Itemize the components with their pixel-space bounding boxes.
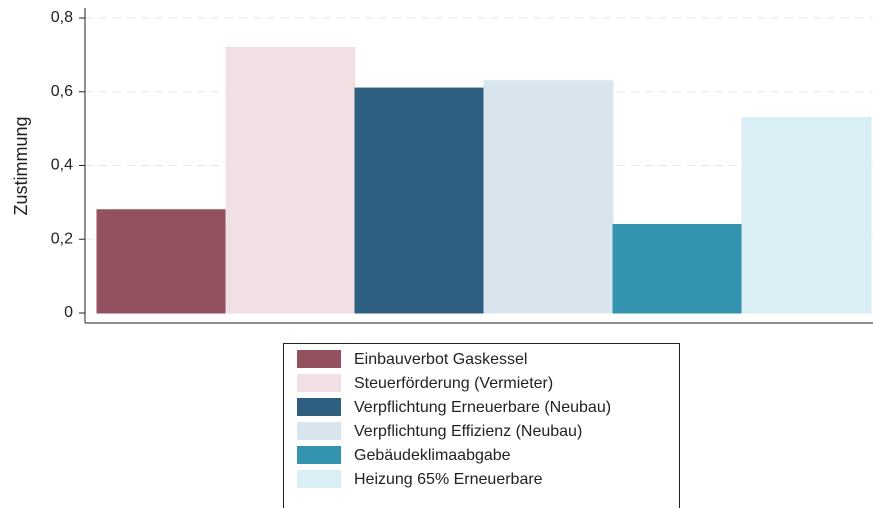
legend-label: Gebäudeklimaabgabe bbox=[354, 447, 511, 464]
bar bbox=[354, 87, 485, 314]
bar bbox=[612, 224, 743, 314]
legend-swatch bbox=[297, 398, 341, 416]
y-tick-label: 0 bbox=[64, 304, 73, 321]
y-tick-label: 0,6 bbox=[51, 83, 73, 100]
y-axis-label: Zustimmung bbox=[11, 116, 31, 215]
bar bbox=[483, 80, 614, 314]
legend-swatch bbox=[297, 470, 341, 488]
bar bbox=[741, 117, 872, 314]
legend-label: Einbauverbot Gaskessel bbox=[354, 351, 527, 368]
legend-label: Verpflichtung Effizienz (Neubau) bbox=[354, 423, 582, 440]
legend-label: Verpflichtung Erneuerbare (Neubau) bbox=[354, 399, 611, 416]
legend-swatch bbox=[297, 422, 341, 440]
legend-swatch bbox=[297, 350, 341, 368]
y-tick-label: 0,8 bbox=[51, 9, 73, 26]
legend-label: Steuerförderung (Vermieter) bbox=[354, 375, 553, 392]
bar bbox=[96, 209, 227, 314]
legend-swatch bbox=[297, 446, 341, 464]
y-tick-label: 0,2 bbox=[51, 230, 73, 247]
bar bbox=[225, 47, 356, 314]
y-tick-label: 0,4 bbox=[51, 157, 73, 174]
legend-box bbox=[283, 343, 680, 508]
legend-swatch bbox=[297, 374, 341, 392]
legend-label: Heizung 65% Erneuerbare bbox=[354, 471, 543, 488]
